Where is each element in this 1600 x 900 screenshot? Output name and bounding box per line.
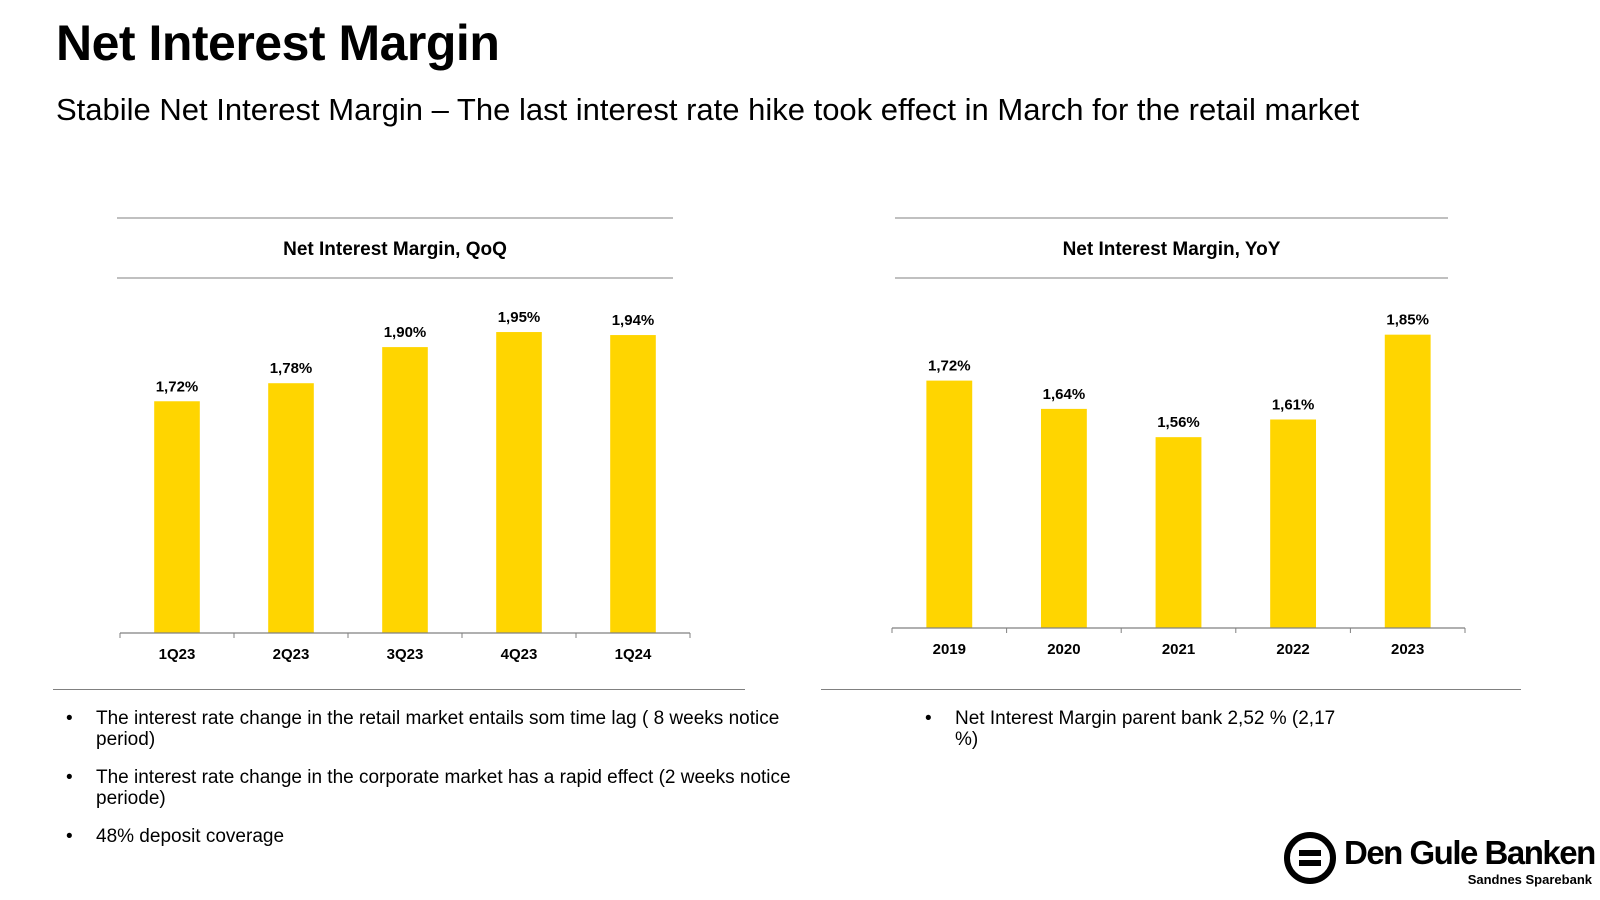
logo-icon [1284,832,1336,884]
note-text: The interest rate change in the corporat… [96,767,791,809]
x-tick-label: 1Q23 [159,646,196,663]
data-label: 1,78% [270,360,313,377]
bar [1040,408,1087,628]
bar [154,401,200,633]
bullet-icon: • [66,826,73,847]
data-label: 1,61% [1272,396,1315,413]
x-tick-label: 2019 [933,641,966,658]
bar [610,335,656,633]
note-text: 48% deposit coverage [96,826,285,847]
bullet-icon: • [66,767,73,788]
note-item: • Net Interest Margin parent bank 2,52 % … [915,708,1360,750]
bar [1270,419,1317,628]
page-title: Net Interest Margin [56,15,500,71]
note-item: • 48% deposit coverage [56,826,816,847]
x-tick-label: 2Q23 [273,646,310,663]
data-label: 1,64% [1043,386,1086,403]
notes-left: • The interest rate change in the retail … [56,708,816,864]
note-text: The interest rate change in the retail m… [96,708,780,750]
data-label: 1,72% [928,358,971,375]
chart-title: Net Interest Margin, QoQ [283,239,507,260]
data-label: 1,95% [498,309,541,326]
x-tick-label: 1Q24 [615,646,652,663]
data-label: 1,90% [384,324,427,341]
notes-right: • Net Interest Margin parent bank 2,52 % … [915,708,1360,767]
bar [268,383,314,633]
bar [496,332,542,633]
x-tick-label: 2023 [1391,641,1424,658]
x-tick-label: 2022 [1276,641,1309,658]
x-tick-label: 3Q23 [387,646,424,663]
data-label: 1,85% [1386,312,1429,329]
data-label: 1,94% [612,312,655,329]
brand-logo: Den Gule Banken Sandnes Sparebank [1282,830,1596,890]
bullet-icon: • [925,708,932,729]
x-tick-label: 2020 [1047,641,1080,658]
bar [382,347,428,633]
bullet-icon: • [66,708,73,729]
note-item: • The interest rate change in the corpora… [56,767,816,809]
bar [1384,334,1431,628]
logo-subtitle: Sandnes Sparebank [1467,872,1592,887]
data-label: 1,72% [156,378,199,395]
chart-qoq: Net Interest Margin, QoQ 1,72% 1Q23 1,78% 2Q… [117,217,691,663]
data-label: 1,56% [1157,414,1200,431]
x-tick-label: 4Q23 [501,646,538,663]
logo-name: Den Gule Banken [1344,834,1596,871]
x-tick-label: 2021 [1162,641,1195,658]
page-subtitle: Stabile Net Interest Margin – The last i… [56,92,1360,127]
bar [1155,437,1202,628]
note-item: • The interest rate change in the retail … [56,708,816,750]
divider-left [53,689,745,690]
bar [926,380,973,628]
divider-right [821,689,1521,690]
note-text: Net Interest Margin parent bank 2,52 % (… [955,708,1336,750]
chart-title: Net Interest Margin, YoY [1063,239,1281,260]
chart-yoy: Net Interest Margin, YoY 1,72% 2019 1,64% 20… [891,217,1466,658]
